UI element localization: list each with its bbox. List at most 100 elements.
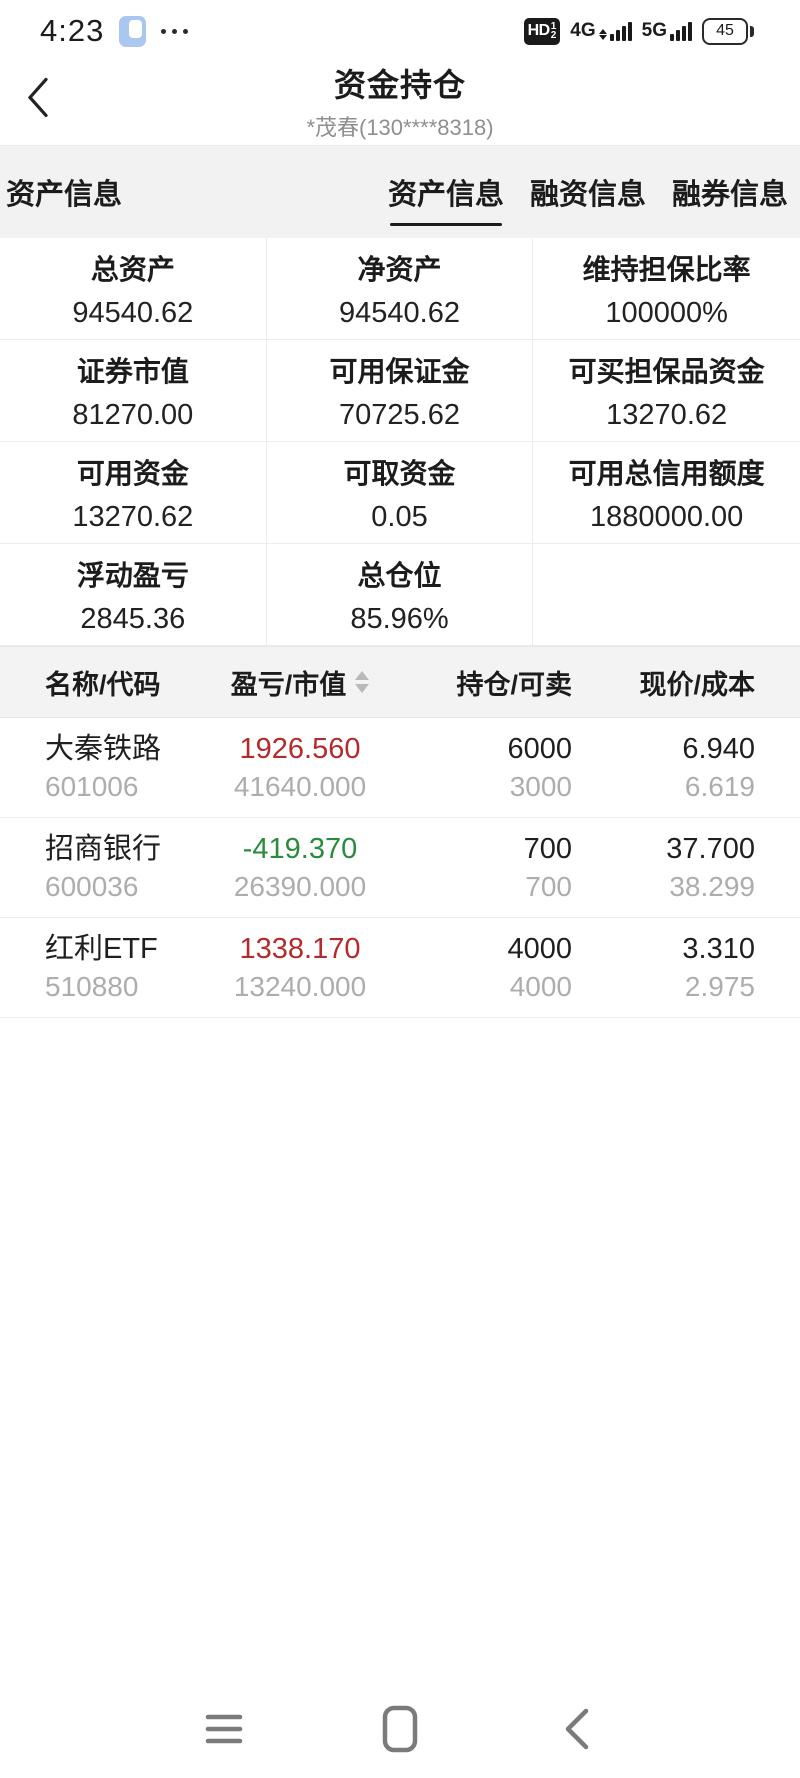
asset-value: 100000% bbox=[605, 297, 728, 329]
asset-value: 94540.62 bbox=[72, 297, 194, 329]
asset-cell-collateral-funds: 可买担保品资金 13270.62 bbox=[533, 340, 800, 442]
signal-bars-icon bbox=[670, 22, 692, 41]
asset-label: 总资产 bbox=[90, 254, 175, 285]
asset-value: 70725.62 bbox=[339, 399, 460, 431]
stock-name: 大秦铁路 bbox=[45, 733, 162, 765]
asset-cell-total-assets: 总资产 94540.62 bbox=[0, 238, 267, 340]
signal-sim1: 4G bbox=[570, 21, 632, 41]
asset-value: 94540.62 bbox=[339, 297, 460, 329]
home-square-icon bbox=[382, 1705, 418, 1753]
status-bar: 4:23 HD 1 2 4G 5G 45 bbox=[0, 0, 800, 56]
asset-value: 85.96% bbox=[350, 603, 449, 635]
tab-asset-info[interactable]: 资产信息 bbox=[388, 171, 504, 226]
more-notifications-icon bbox=[161, 28, 189, 34]
asset-value: 0.05 bbox=[371, 501, 428, 533]
profit-value: 1338.170 bbox=[239, 933, 361, 965]
page-header: 资金持仓 *茂春(130****8318) bbox=[0, 56, 800, 146]
asset-label: 证券市值 bbox=[76, 356, 189, 387]
sort-profit-control[interactable]: 盈亏/市值 bbox=[231, 663, 370, 702]
asset-label: 可用总信用额度 bbox=[568, 458, 765, 489]
volte-hd-icon: HD 1 2 bbox=[523, 17, 561, 45]
stock-code: 600036 bbox=[45, 871, 139, 902]
asset-value: 2845.36 bbox=[80, 603, 186, 635]
battery-indicator: 45 bbox=[702, 17, 754, 45]
positions-table-header: 名称/代码 盈亏/市值 持仓/可卖 现价/成本 bbox=[0, 646, 800, 718]
asset-label: 维持担保比率 bbox=[582, 254, 751, 285]
stock-code: 510880 bbox=[45, 971, 139, 1002]
asset-value: 13270.62 bbox=[72, 501, 194, 533]
cost-price: 38.299 bbox=[669, 871, 755, 902]
header-profit-value: 盈亏/市值 bbox=[230, 669, 347, 700]
table-row-510880[interactable]: 红利ETF 510880 1338.170 13240.000 4000 400… bbox=[0, 918, 800, 1018]
asset-label: 可用资金 bbox=[76, 458, 189, 489]
sort-arrows-icon bbox=[355, 671, 370, 693]
asset-label: 可用保证金 bbox=[329, 356, 470, 387]
asset-label: 浮动盈亏 bbox=[76, 560, 189, 591]
floating-window-icon bbox=[119, 15, 147, 47]
asset-value: 81270.00 bbox=[72, 399, 194, 431]
clock: 4:23 bbox=[40, 13, 105, 48]
asset-cell-total-position: 总仓位 85.96% bbox=[266, 544, 534, 646]
asset-label: 可买担保品资金 bbox=[568, 356, 765, 387]
asset-cell-net-assets: 净资产 94540.62 bbox=[266, 238, 534, 340]
current-price: 37.700 bbox=[666, 833, 755, 865]
asset-label: 净资产 bbox=[357, 254, 442, 285]
stock-code: 601006 bbox=[45, 771, 139, 802]
asset-value: 1880000.00 bbox=[590, 501, 744, 533]
profit-value: -419.370 bbox=[242, 833, 358, 865]
position-qty: 6000 bbox=[507, 733, 572, 765]
asset-cell-credit-limit: 可用总信用额度 1880000.00 bbox=[533, 442, 800, 544]
table-row-600036[interactable]: 招商银行 600036 -419.370 26390.000 700 700 3… bbox=[0, 818, 800, 918]
signal-bars-icon bbox=[609, 22, 632, 41]
stock-name: 红利ETF bbox=[45, 933, 158, 965]
asset-cell-securities-value: 证券市值 81270.00 bbox=[0, 340, 267, 442]
tab-margin-info[interactable]: 融资信息 bbox=[529, 179, 646, 211]
market-value: 41640.000 bbox=[233, 771, 367, 802]
cost-price: 6.619 bbox=[684, 771, 755, 802]
stock-name: 招商银行 bbox=[45, 833, 162, 865]
menu-icon bbox=[205, 1714, 243, 1744]
profit-value: 1926.560 bbox=[239, 733, 361, 765]
current-price: 6.940 bbox=[682, 733, 755, 765]
market-value: 26390.000 bbox=[233, 871, 367, 902]
sellable-qty: 700 bbox=[525, 871, 572, 902]
signal-sim2: 5G bbox=[642, 21, 692, 41]
home-button[interactable] bbox=[381, 1705, 419, 1753]
tab-group: 资产信息 融资信息 融券信息 bbox=[388, 171, 788, 226]
data-activity-icon bbox=[598, 29, 607, 40]
sellable-qty: 3000 bbox=[509, 771, 572, 802]
position-qty: 4000 bbox=[507, 933, 572, 965]
market-value: 13240.000 bbox=[233, 971, 367, 1002]
tab-short-info[interactable]: 融券信息 bbox=[671, 179, 788, 211]
empty-area bbox=[0, 1018, 800, 1680]
header-price-cost: 现价/成本 bbox=[639, 669, 755, 700]
back-nav-button[interactable] bbox=[557, 1705, 595, 1753]
asset-label: 总仓位 bbox=[357, 560, 442, 591]
current-price: 3.310 bbox=[682, 933, 755, 965]
header-position-sellable: 持仓/可卖 bbox=[456, 669, 572, 700]
asset-cell-available-funds: 可用资金 13270.62 bbox=[0, 442, 267, 544]
asset-cell-withdrawable-funds: 可取资金 0.05 bbox=[266, 442, 534, 544]
header-name-code: 名称/代码 bbox=[45, 669, 161, 700]
chevron-left-icon bbox=[565, 1708, 589, 1750]
sellable-qty: 4000 bbox=[509, 971, 572, 1002]
asset-cell-floating-pnl: 浮动盈亏 2845.36 bbox=[0, 544, 267, 646]
asset-value: 13270.62 bbox=[606, 399, 728, 431]
cost-price: 2.975 bbox=[684, 971, 755, 1002]
android-nav-bar bbox=[0, 1680, 800, 1778]
position-qty: 700 bbox=[523, 833, 572, 865]
table-row-601006[interactable]: 大秦铁路 601006 1926.560 41640.000 6000 3000… bbox=[0, 718, 800, 818]
section-label: 资产信息 bbox=[6, 179, 123, 211]
back-button[interactable] bbox=[26, 75, 56, 119]
recents-button[interactable] bbox=[205, 1705, 243, 1753]
tab-strip: 资产信息 资产信息 融资信息 融券信息 bbox=[0, 146, 800, 238]
asset-cell-available-margin: 可用保证金 70725.62 bbox=[266, 340, 534, 442]
asset-label: 可取资金 bbox=[343, 458, 456, 489]
account-info: *茂春(130****8318) bbox=[306, 114, 494, 140]
asset-cell-empty bbox=[533, 544, 800, 646]
positions-table-body: 大秦铁路 601006 1926.560 41640.000 6000 3000… bbox=[0, 718, 800, 1018]
page-title: 资金持仓 bbox=[333, 66, 466, 103]
chevron-left-icon bbox=[27, 77, 48, 117]
asset-cell-maintenance-ratio: 维持担保比率 100000% bbox=[533, 238, 800, 340]
asset-grid: 总资产 94540.62 净资产 94540.62 维持担保比率 100000%… bbox=[0, 238, 800, 646]
